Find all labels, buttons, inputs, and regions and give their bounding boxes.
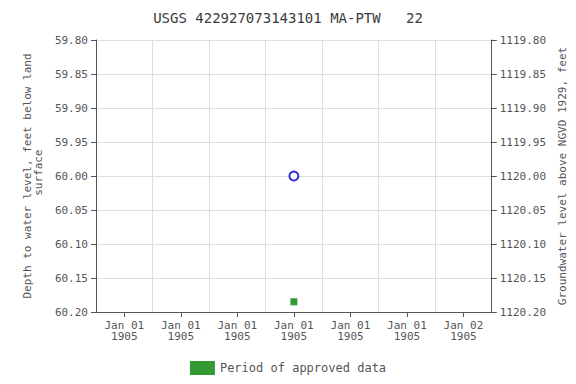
svg-text:1120.00: 1120.00 [500, 170, 546, 183]
svg-text:Jan 01: Jan 01 [104, 319, 145, 332]
svg-text:Period of approved data: Period of approved data [220, 361, 386, 375]
svg-text:1905: 1905 [224, 330, 251, 343]
svg-text:1119.95: 1119.95 [500, 136, 546, 149]
svg-text:60.00: 60.00 [55, 170, 88, 183]
svg-text:60.05: 60.05 [55, 204, 88, 217]
svg-text:1905: 1905 [337, 330, 364, 343]
svg-text:1120.15: 1120.15 [500, 272, 546, 285]
svg-text:1119.90: 1119.90 [500, 102, 546, 115]
svg-text:Depth to water level, feet bel: Depth to water level, feet below land [21, 53, 34, 299]
svg-text:1120.10: 1120.10 [500, 238, 546, 251]
svg-text:surface: surface [32, 150, 45, 203]
svg-text:Jan 01: Jan 01 [274, 319, 314, 332]
svg-text:1905: 1905 [281, 330, 308, 343]
svg-text:USGS 422927073143101 MA-PTW: USGS 422927073143101 MA-PTW 22 [153, 10, 423, 26]
svg-text:60.10: 60.10 [55, 238, 88, 251]
svg-text:1905: 1905 [168, 330, 195, 343]
svg-text:60.20: 60.20 [55, 306, 88, 319]
svg-text:1905: 1905 [111, 330, 138, 343]
svg-text:59.90: 59.90 [55, 102, 88, 115]
svg-text:Jan 02: Jan 02 [443, 319, 484, 332]
svg-text:1905: 1905 [394, 330, 421, 343]
svg-text:1120.20: 1120.20 [500, 306, 546, 319]
svg-text:59.85: 59.85 [55, 68, 88, 81]
svg-text:1119.85: 1119.85 [500, 68, 546, 81]
svg-text:59.95: 59.95 [55, 136, 88, 149]
svg-text:60.15: 60.15 [55, 272, 88, 285]
svg-text:Jan 01: Jan 01 [330, 319, 371, 332]
svg-text:1119.80: 1119.80 [500, 34, 546, 47]
svg-text:59.80: 59.80 [55, 34, 88, 47]
svg-text:Groundwater level above NGVD 1: Groundwater level above NGVD 1929, feet [556, 47, 569, 305]
svg-text:1120.05: 1120.05 [500, 204, 546, 217]
svg-text:Jan 01: Jan 01 [217, 319, 258, 332]
svg-text:1905: 1905 [450, 330, 477, 343]
svg-text:Jan 01: Jan 01 [160, 319, 201, 332]
svg-text:Jan 01: Jan 01 [387, 319, 427, 332]
